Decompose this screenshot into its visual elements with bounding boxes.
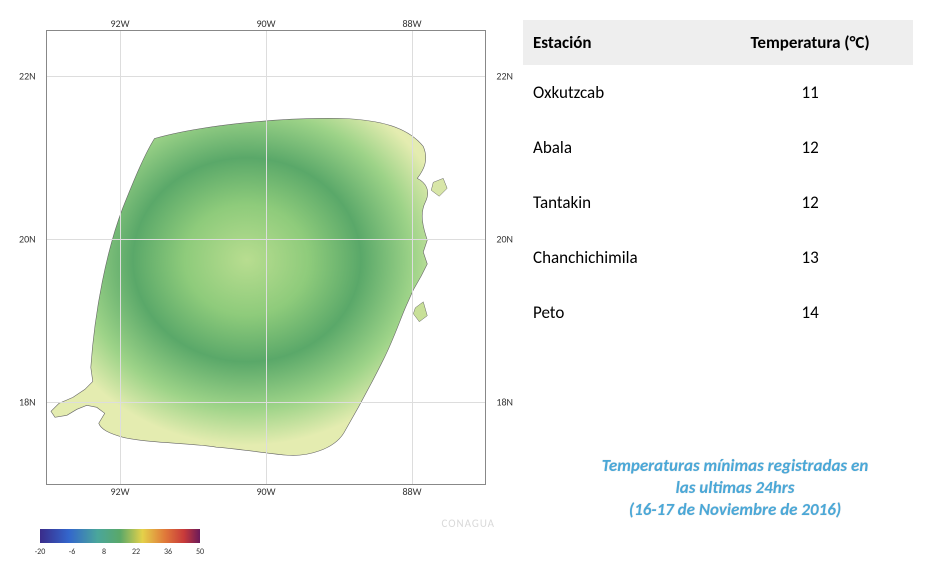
cell-temp: 13 <box>707 230 913 285</box>
colorbar-tick-label: 8 <box>102 547 106 557</box>
cell-station: Abala <box>523 120 707 175</box>
y-tick-label: 22N <box>496 70 513 83</box>
x-tick-label: 90W <box>256 485 275 498</box>
y-tick-label: 18N <box>496 396 513 409</box>
caption-line: Temperaturas mínimas registradas en <box>575 455 895 477</box>
table-row: Tantakin12 <box>523 175 913 230</box>
cell-station: Oxkutzcab <box>523 65 707 120</box>
peninsula-shape <box>51 118 428 455</box>
x-tick-label: 92W <box>110 17 129 30</box>
table-header-row: Estación Temperatura (°C) <box>523 20 913 65</box>
plot-area: 92W92W90W90W88W88W22N22N20N20N18N18N <box>46 30 486 485</box>
cell-temp: 12 <box>707 175 913 230</box>
col-header-station: Estación <box>523 20 707 65</box>
cell-temp: 12 <box>707 120 913 175</box>
colorbar-tick-label: -20 <box>35 547 46 557</box>
caption: Temperaturas mínimas registradas en las … <box>575 455 895 521</box>
caption-line: (16-17 de Noviembre de 2016) <box>575 499 895 521</box>
y-tick-label: 20N <box>496 233 513 246</box>
x-tick-label: 88W <box>402 17 421 30</box>
map-panel: Temperatura Minima en C 2016/11/17 92W92… <box>0 0 515 565</box>
island-shape <box>431 178 447 196</box>
cell-station: Tantakin <box>523 175 707 230</box>
cell-temp: 11 <box>707 65 913 120</box>
caption-line: las ultimas 24hrs <box>575 477 895 499</box>
cell-station: Peto <box>523 285 707 340</box>
colorbar-ticks: -20-68223650 <box>40 547 200 559</box>
colorbar <box>40 529 200 543</box>
x-tick-label: 90W <box>256 17 275 30</box>
colorbar-tick-label: 22 <box>132 547 140 557</box>
cell-station: Chanchichimila <box>523 230 707 285</box>
table-row: Chanchichimila13 <box>523 230 913 285</box>
attribution-watermark: CONAGUA <box>441 517 495 530</box>
cell-temp: 14 <box>707 285 913 340</box>
col-header-temp: Temperatura (°C) <box>707 20 913 65</box>
colorbar-tick-label: -6 <box>69 547 76 557</box>
table-row: Abala12 <box>523 120 913 175</box>
temperature-table: Estación Temperatura (°C) Oxkutzcab11Aba… <box>523 20 913 340</box>
island-shape-2 <box>413 302 427 322</box>
y-tick-label: 20N <box>19 233 36 246</box>
table-row: Peto14 <box>523 285 913 340</box>
data-panel: Estación Temperatura (°C) Oxkutzcab11Aba… <box>515 0 925 565</box>
x-tick-label: 88W <box>402 485 421 498</box>
colorbar-tick-label: 50 <box>196 547 204 557</box>
y-tick-label: 18N <box>19 396 36 409</box>
y-tick-label: 22N <box>19 70 36 83</box>
table-row: Oxkutzcab11 <box>523 65 913 120</box>
layout: Temperatura Minima en C 2016/11/17 92W92… <box>0 0 925 565</box>
x-tick-label: 92W <box>110 485 129 498</box>
colorbar-tick-label: 36 <box>164 547 172 557</box>
